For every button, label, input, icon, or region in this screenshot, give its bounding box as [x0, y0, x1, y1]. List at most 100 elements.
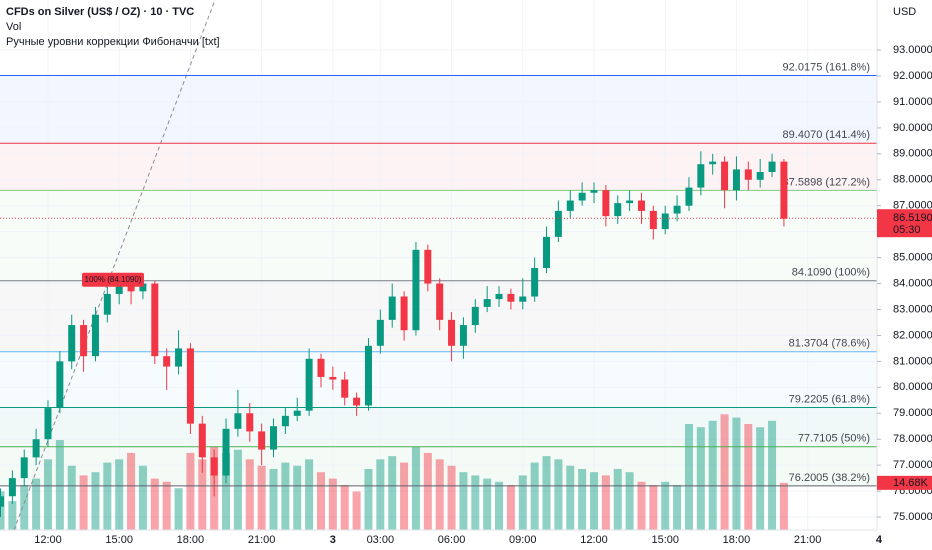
- volume-bar: [316, 472, 325, 530]
- x-tick-label: 15:00: [105, 534, 133, 546]
- y-tick-label: 84.0000: [893, 277, 932, 289]
- x-tick-label: 18:00: [177, 534, 205, 546]
- candle-body: [780, 161, 788, 219]
- y-tick-label: 87.0000: [893, 200, 932, 212]
- volume-bar: [8, 501, 17, 530]
- candle-body: [626, 200, 634, 204]
- candle-body: [44, 408, 52, 440]
- volume-bar: [79, 475, 88, 530]
- y-tick-label: 79.0000: [893, 407, 932, 419]
- fib-label: 77.7105 (50%): [798, 433, 870, 445]
- x-tick-label: 12:00: [34, 534, 62, 546]
- volume-bar: [447, 465, 456, 530]
- volume-bar: [138, 465, 147, 530]
- candle-body: [175, 348, 183, 367]
- y-tick-label: 83.0000: [893, 303, 932, 315]
- volume-bar: [566, 465, 575, 530]
- y-tick-label: 75.0000: [893, 511, 932, 523]
- price-axis-bg: [877, 0, 932, 550]
- candle-body: [329, 376, 337, 380]
- volume-label: Vol: [6, 21, 21, 33]
- x-tick-label: 3: [330, 534, 336, 546]
- volume-bar: [245, 459, 254, 530]
- x-tick-label: 09:00: [509, 534, 537, 546]
- candle-body: [744, 169, 752, 180]
- volume-bar: [388, 456, 397, 530]
- candle-body: [756, 171, 764, 180]
- volume-bar: [696, 427, 705, 530]
- x-tick-label: 4: [876, 534, 883, 546]
- candle-body: [531, 267, 539, 297]
- candle-body: [353, 397, 361, 406]
- volume-bar: [483, 478, 492, 530]
- fib-band: [0, 446, 877, 486]
- candle-body: [20, 457, 28, 479]
- volume-bar: [554, 459, 563, 530]
- volume-bar: [613, 468, 622, 530]
- fib-band: [0, 407, 877, 447]
- volume-bar: [435, 459, 444, 530]
- candle-body: [590, 190, 598, 193]
- candle-body: [448, 319, 456, 346]
- fib-label: 81.3704 (78.6%): [789, 338, 870, 350]
- candle-body: [412, 249, 420, 331]
- volume-bar: [376, 459, 385, 530]
- volume-bar: [174, 488, 183, 530]
- candle-body: [115, 280, 123, 294]
- candle-body: [80, 325, 88, 357]
- volume-pane: [0, 414, 788, 530]
- volume-bar: [578, 468, 587, 530]
- volume-bar: [103, 462, 112, 530]
- volume-bar: [352, 491, 361, 530]
- volume-bar: [162, 481, 171, 530]
- candle-body: [364, 345, 372, 406]
- candle-body: [139, 283, 147, 292]
- indicator-label: Ручные уровни коррекции Фибоначчи [txt]: [6, 36, 220, 48]
- y-tick-label: 89.0000: [893, 148, 932, 160]
- y-tick-label: 82.0000: [893, 329, 932, 341]
- last-price-badge: [877, 209, 932, 238]
- y-tick-label: 91.0000: [893, 96, 932, 108]
- candle-body: [424, 249, 432, 284]
- volume-bar: [32, 478, 41, 530]
- volume-bar: [684, 424, 693, 530]
- volume-bar: [281, 462, 290, 530]
- volume-bar: [708, 420, 717, 530]
- candle-body: [732, 169, 740, 191]
- volume-bar: [20, 485, 29, 530]
- candle-body: [543, 236, 551, 268]
- volume-bar: [127, 452, 136, 530]
- y-tick-label: 88.0000: [893, 174, 932, 186]
- x-tick-label: 15:00: [651, 534, 679, 546]
- fib-label: 89.4070 (141.4%): [783, 129, 870, 141]
- volume-bar: [744, 424, 753, 530]
- candle-body: [519, 296, 527, 302]
- candle-body: [507, 293, 515, 302]
- candle-body: [281, 415, 289, 427]
- candle-body: [495, 293, 503, 300]
- candle-body: [163, 356, 171, 367]
- volume-bar: [91, 472, 100, 530]
- volume-bar: [400, 462, 409, 530]
- candle-body: [198, 423, 206, 458]
- candle-body: [68, 325, 76, 362]
- fib-label: 76.2005 (38.2%): [789, 472, 870, 484]
- candle-body: [673, 205, 681, 214]
- volume-bar: [328, 478, 337, 530]
- candle-body: [234, 413, 242, 429]
- x-tick-label: 21:00: [248, 534, 276, 546]
- fib-band: [0, 351, 877, 408]
- volume-bar: [779, 482, 788, 530]
- volume-bar: [305, 459, 314, 530]
- volume-bar: [649, 485, 658, 530]
- x-tick-label: 12:00: [580, 534, 608, 546]
- y-tick-label: 85.0000: [893, 252, 932, 264]
- fib-levels: 92.0175 (161.8%) 89.4070 (141.4%) 87.5898 …: [0, 61, 877, 487]
- volume-bar: [590, 472, 598, 530]
- volume-bar: [150, 478, 159, 530]
- candle-body: [246, 413, 254, 432]
- candle-body: [483, 299, 491, 307]
- y-tick-label: 92.0000: [893, 70, 932, 82]
- candle-body: [614, 203, 622, 217]
- volume-bar: [673, 485, 682, 530]
